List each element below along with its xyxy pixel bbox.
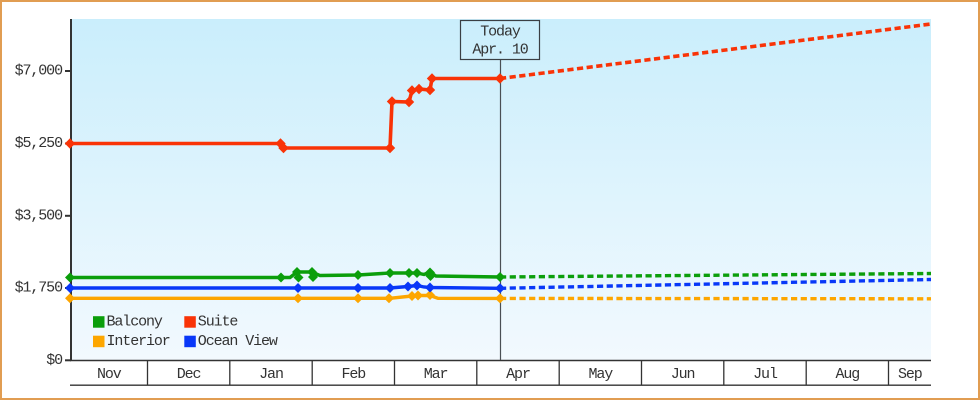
svg-text:Interior: Interior [107,333,170,350]
svg-text:Jul: Jul [753,366,778,383]
svg-text:Ocean View: Ocean View [198,333,278,350]
svg-text:Balcony: Balcony [107,313,163,330]
svg-text:May: May [588,366,613,383]
svg-text:$7,000: $7,000 [15,63,64,80]
svg-text:Mar: Mar [424,366,448,383]
svg-text:Jan: Jan [259,366,283,383]
svg-text:$1,750: $1,750 [15,280,64,297]
svg-text:Sep: Sep [898,366,922,383]
svg-text:Aug: Aug [835,366,859,383]
svg-text:$5,250: $5,250 [15,135,64,152]
svg-text:Apr. 10: Apr. 10 [472,42,528,59]
svg-text:Nov: Nov [97,366,122,383]
svg-text:Today: Today [480,24,521,41]
svg-text:Apr: Apr [506,366,530,383]
svg-text:Suite: Suite [198,313,239,330]
svg-text:$3,500: $3,500 [15,207,64,224]
svg-text:Feb: Feb [341,366,365,383]
svg-text:$0: $0 [46,352,63,369]
svg-text:Jun: Jun [671,366,695,383]
svg-text:Dec: Dec [177,366,201,383]
